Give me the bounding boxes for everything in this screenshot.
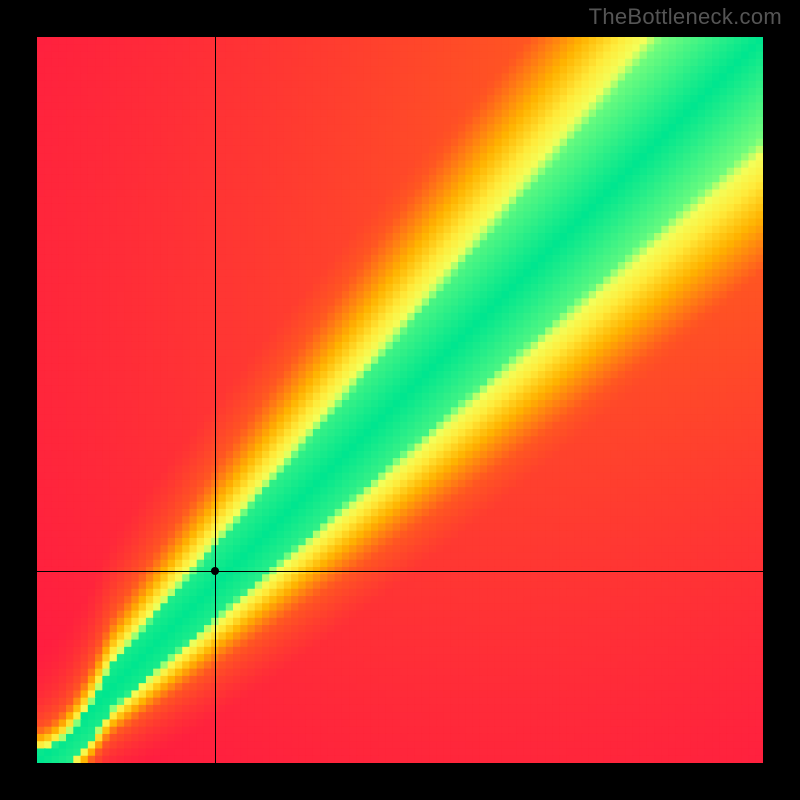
- watermark-text: TheBottleneck.com: [589, 4, 782, 30]
- heatmap-chart: [37, 37, 763, 763]
- crosshair-marker-dot: [211, 567, 219, 575]
- outer-frame: TheBottleneck.com: [0, 0, 800, 800]
- crosshair-horizontal: [37, 571, 763, 572]
- heatmap-canvas: [37, 37, 763, 763]
- crosshair-vertical: [215, 37, 216, 763]
